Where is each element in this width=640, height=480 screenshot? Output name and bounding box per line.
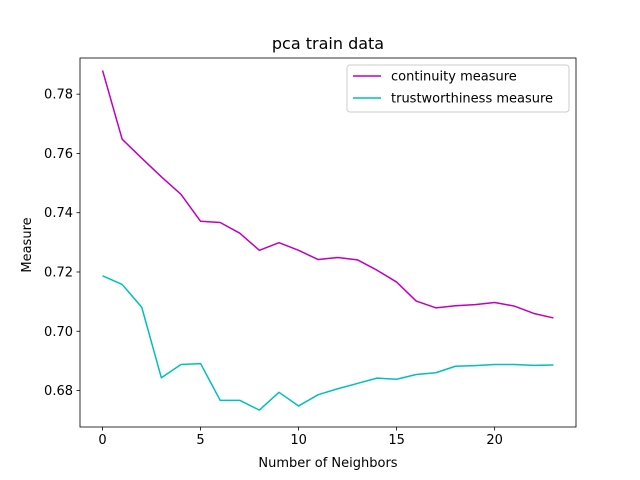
y-tick-label: 0.78 [44, 88, 73, 103]
x-tick-label: 5 [196, 433, 204, 448]
legend-box [346, 64, 570, 113]
axes-frame [79, 57, 577, 428]
y-tick-label: 0.76 [44, 147, 73, 162]
legend-label-0: continuity measure [391, 70, 517, 85]
x-axis-label: Number of Neighbors [258, 456, 397, 471]
plot-area [79, 57, 577, 428]
x-tick-label: 20 [486, 433, 503, 448]
x-axis-ticks: 0 5 10 15 20 [98, 427, 503, 448]
x-tick-label: 0 [98, 433, 106, 448]
legend: continuity measure trustworthiness measur… [346, 64, 570, 113]
y-axis-ticks: 0.68 0.70 0.72 0.74 0.76 0.78 [44, 88, 80, 399]
y-axis-label: Measure [20, 217, 35, 272]
series-line-1 [102, 275, 554, 411]
x-tick-label: 10 [290, 433, 307, 448]
series-line-0 [101, 70, 554, 319]
y-tick-label: 0.70 [44, 325, 73, 340]
legend-label-1: trustworthiness measure [391, 92, 553, 107]
chart-title: pca train data [272, 34, 384, 53]
y-tick-label: 0.74 [44, 206, 73, 221]
x-tick-label: 15 [388, 433, 405, 448]
y-tick-label: 0.72 [44, 265, 73, 280]
y-tick-label: 0.68 [44, 384, 73, 399]
